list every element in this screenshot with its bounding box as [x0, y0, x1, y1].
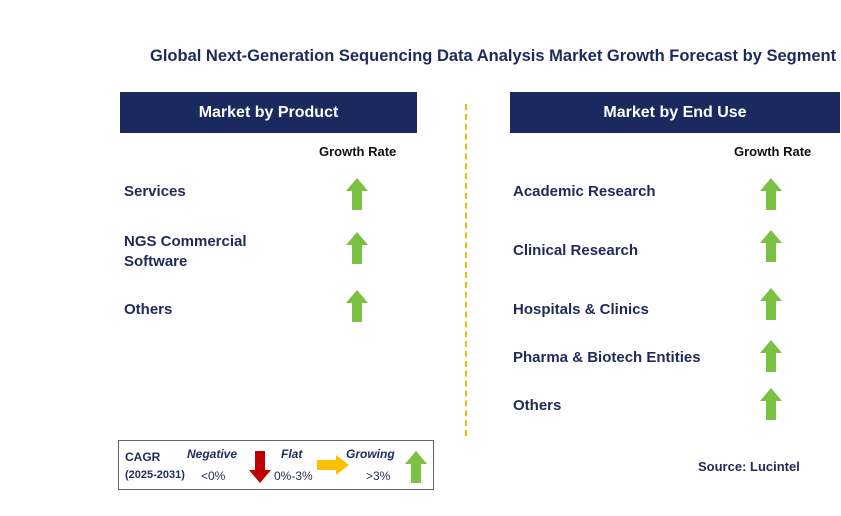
green-up-arrow-icon	[760, 340, 782, 372]
product-panel-header: Market by Product	[120, 92, 417, 133]
green-up-arrow-icon	[760, 288, 782, 320]
panel-divider	[465, 104, 467, 436]
green-up-arrow-icon	[346, 290, 368, 322]
red-down-arrow-icon	[249, 451, 271, 483]
cagr-legend: CAGR (2025-2031) Negative <0% Flat 0%-3%…	[118, 440, 434, 490]
end-use-item-clinical-research: Clinical Research	[513, 242, 639, 259]
legend-cagr-label: CAGR	[125, 450, 161, 464]
green-up-arrow-icon	[760, 230, 782, 262]
green-up-arrow-icon	[760, 388, 782, 420]
legend-flat-range: 0%-3%	[274, 469, 313, 483]
legend-period: (2025-2031)	[125, 469, 185, 481]
legend-negative-label: Negative	[187, 447, 238, 461]
product-item-ngs-commercial-software: NGS Commercial Software	[124, 233, 247, 270]
source-note: Source: Lucintel	[698, 459, 800, 474]
product-item-services: Services	[124, 183, 186, 200]
legend-flat-label: Flat	[281, 447, 303, 461]
chart-title: Global Next-Generation Sequencing Data A…	[150, 47, 837, 65]
end-use-growth-rate-label: Growth Rate	[734, 144, 812, 159]
green-up-arrow-icon	[346, 178, 368, 210]
end-use-item-pharma-biotech: Pharma & Biotech Entities	[513, 349, 701, 366]
legend-growing-range: >3%	[366, 469, 391, 483]
end-use-panel-header: Market by End Use	[510, 92, 840, 133]
green-up-arrow-icon	[760, 178, 782, 210]
end-use-item-academic-research: Academic Research	[513, 183, 656, 200]
product-growth-rate-label: Growth Rate	[319, 144, 397, 159]
legend-growing-label: Growing	[346, 447, 395, 461]
green-up-arrow-icon	[346, 232, 368, 264]
end-use-item-hospitals-clinics: Hospitals & Clinics	[513, 301, 649, 318]
end-use-item-others: Others	[513, 397, 562, 414]
green-up-arrow-icon	[405, 451, 427, 483]
yellow-right-arrow-icon	[317, 455, 349, 475]
legend-negative-range: <0%	[201, 469, 226, 483]
product-item-others: Others	[124, 301, 173, 318]
